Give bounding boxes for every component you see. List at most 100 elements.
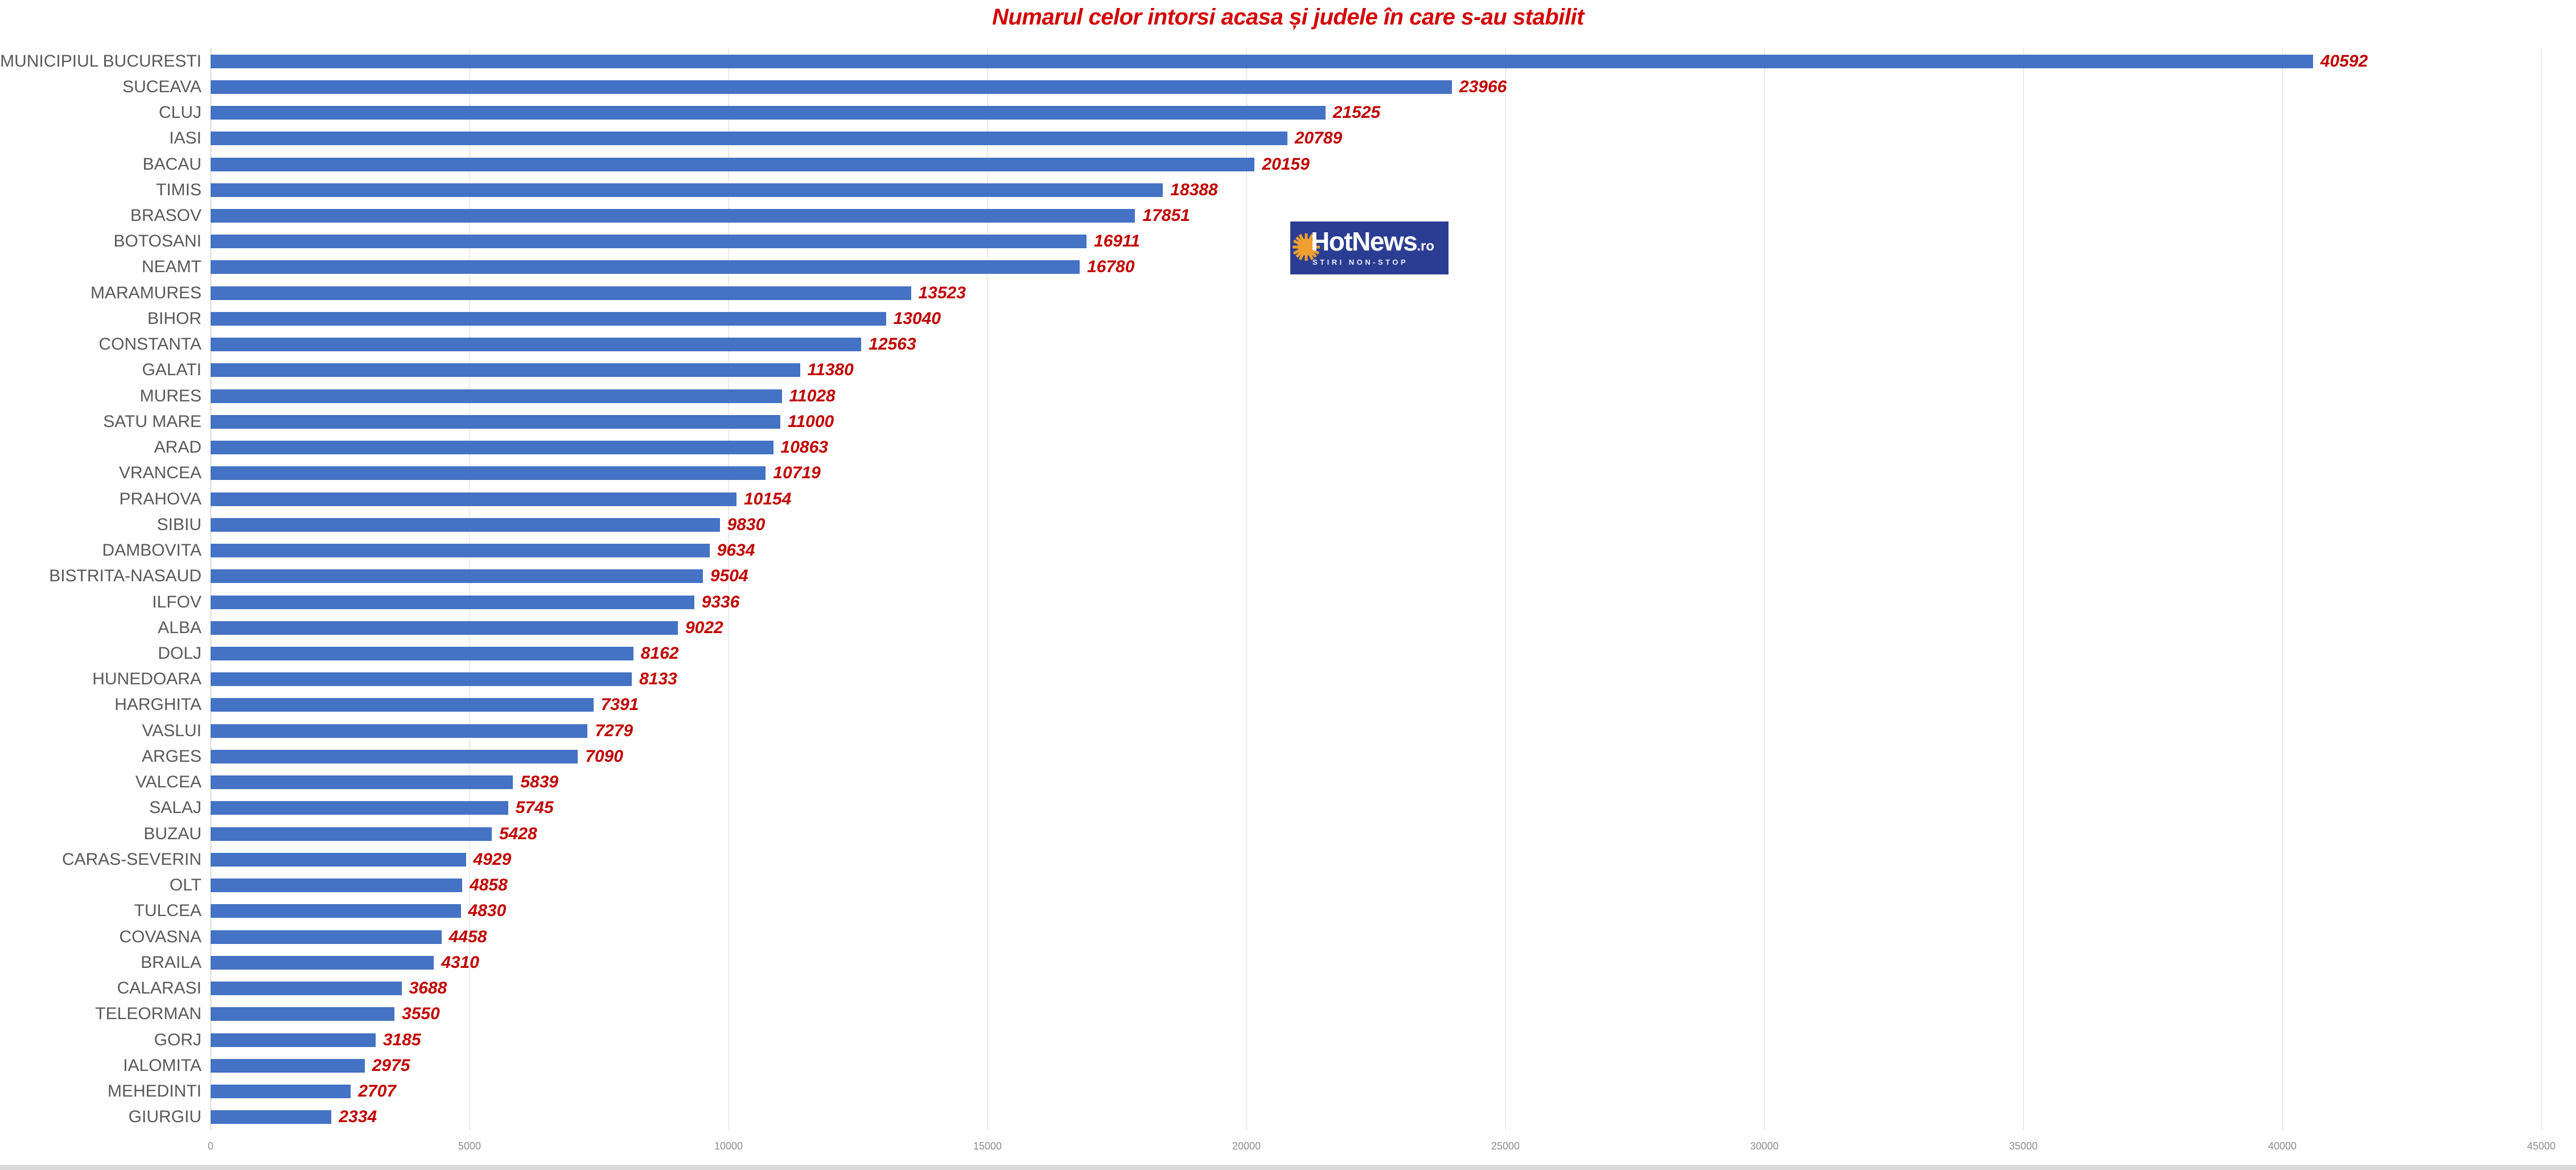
bar <box>211 389 782 403</box>
bar <box>211 492 736 506</box>
bar <box>211 311 886 326</box>
category-label: DAMBOVITA <box>102 541 201 560</box>
category-label: ILFOV <box>152 592 201 611</box>
value-label: 4458 <box>448 927 487 946</box>
gridline <box>2541 48 2542 1130</box>
value-label: 9634 <box>717 541 755 560</box>
category-label: GALATI <box>142 360 201 380</box>
category-label: BACAU <box>142 154 201 174</box>
category-label: MURES <box>139 386 201 405</box>
gridline <box>1505 48 1506 1130</box>
category-label: TELEORMAN <box>95 1004 201 1024</box>
category-label: GIURGIU <box>128 1107 201 1127</box>
category-label: CLUJ <box>158 103 201 122</box>
bar-row: MUNICIPIUL BUCURESTI 40592 <box>0 48 2541 74</box>
category-label: OLT <box>169 876 201 895</box>
value-label: 17851 <box>1142 206 1190 225</box>
logo-tld: .ro <box>1417 239 1434 254</box>
category-label: BISTRITA-NASAUD <box>49 566 201 586</box>
bar-row: DAMBOVITA 9634 <box>102 537 2541 563</box>
bar-row: TIMIS 18388 <box>156 177 2541 203</box>
x-tick-label: 35000 <box>2009 1140 2038 1152</box>
value-label: 7279 <box>595 721 633 740</box>
bar-row: NEAMT 16780 <box>142 254 2541 280</box>
category-label: ALBA <box>158 618 201 637</box>
value-label: 23966 <box>1459 77 1507 96</box>
x-tick-label: 20000 <box>1232 1140 1261 1152</box>
gridline <box>1764 48 1765 1130</box>
value-label: 20159 <box>1262 154 1310 174</box>
bar <box>211 518 720 532</box>
category-label: DOLJ <box>158 644 201 663</box>
value-label: 9022 <box>685 618 723 637</box>
value-label: 2707 <box>358 1081 397 1101</box>
bar <box>211 775 513 790</box>
bar <box>211 1058 365 1073</box>
value-label: 5839 <box>520 773 559 792</box>
category-label: COVASNA <box>119 927 201 946</box>
category-label: SATU MARE <box>103 412 201 431</box>
bottom-edge-strip <box>0 1165 2576 1170</box>
bar-row: DOLJ 8162 <box>158 641 2541 666</box>
bar <box>211 1084 351 1098</box>
category-label: MUNICIPIUL BUCURESTI <box>0 51 201 71</box>
bar <box>211 544 710 558</box>
category-label: BUZAU <box>143 824 201 843</box>
bar <box>211 982 402 996</box>
value-label: 7391 <box>600 695 639 715</box>
bar-row: CLUJ 21525 <box>159 100 2541 125</box>
bar-row: SUCEAVA 23966 <box>122 74 2541 100</box>
bar <box>211 106 1326 120</box>
category-label: TULCEA <box>134 901 201 921</box>
bar <box>211 414 780 429</box>
bar-row: ALBA 9022 <box>158 615 2541 641</box>
x-tick-label: 30000 <box>1750 1140 1779 1152</box>
bar <box>211 955 434 970</box>
hotnews-logo: HotNews.ro STIRI NON-STOP <box>1290 221 1449 274</box>
bar-row: BIHOR 13040 <box>147 306 2541 331</box>
bar-row: BISTRITA-NASAUD 9504 <box>49 564 2541 589</box>
value-label: 9336 <box>701 592 740 611</box>
value-label: 11028 <box>789 386 836 405</box>
bar-row: VRANCEA 10719 <box>119 461 2541 486</box>
value-label: 10863 <box>780 438 828 457</box>
category-label: IALOMITA <box>123 1056 201 1075</box>
value-label: 20789 <box>1294 129 1343 148</box>
bar-row: OLT 4858 <box>170 873 2541 898</box>
bar <box>211 235 1087 249</box>
bar-row: GORJ 3185 <box>154 1027 2541 1053</box>
bar <box>211 647 633 660</box>
bar <box>211 904 461 918</box>
value-label: 12563 <box>869 335 916 354</box>
bar-rows: MUNICIPIUL BUCURESTI 40592 SUCEAVA 23966 CLU… <box>0 48 2541 1130</box>
value-label: 16911 <box>1093 232 1141 251</box>
value-label: 2334 <box>339 1107 377 1127</box>
value-label: 18388 <box>1170 180 1218 199</box>
gridline <box>2023 48 2024 1130</box>
bar-row: HARGHITA 7391 <box>114 692 2541 718</box>
category-label: HUNEDOARA <box>92 670 201 689</box>
value-label: 3185 <box>382 1030 421 1049</box>
category-label: GORJ <box>154 1030 201 1049</box>
value-label: 11380 <box>807 360 854 380</box>
value-label: 8133 <box>639 670 677 689</box>
value-label: 11000 <box>788 412 834 431</box>
category-label: TIMIS <box>156 180 201 199</box>
category-label: CALARASI <box>117 979 201 998</box>
bar-row: TELEORMAN 3550 <box>95 1001 2541 1027</box>
value-label: 9830 <box>727 515 766 534</box>
bar-row: VASLUI 7279 <box>142 718 2541 744</box>
bar <box>211 132 1287 146</box>
x-axis: 0 5000 10000 15000 20000 25000 30000 35000 40000… <box>208 1140 2556 1157</box>
value-label: 4858 <box>470 876 508 895</box>
bar <box>211 569 703 584</box>
value-label: 4310 <box>441 953 479 972</box>
gridline <box>2282 48 2283 1130</box>
bar-row: BRAILA 4310 <box>141 950 2541 975</box>
category-label: NEAMT <box>142 257 201 277</box>
bar-row: MEHEDINTI 2707 <box>108 1078 2541 1104</box>
value-label: 21525 <box>1332 103 1381 122</box>
bar <box>211 54 2313 68</box>
value-label: 5745 <box>515 798 554 818</box>
